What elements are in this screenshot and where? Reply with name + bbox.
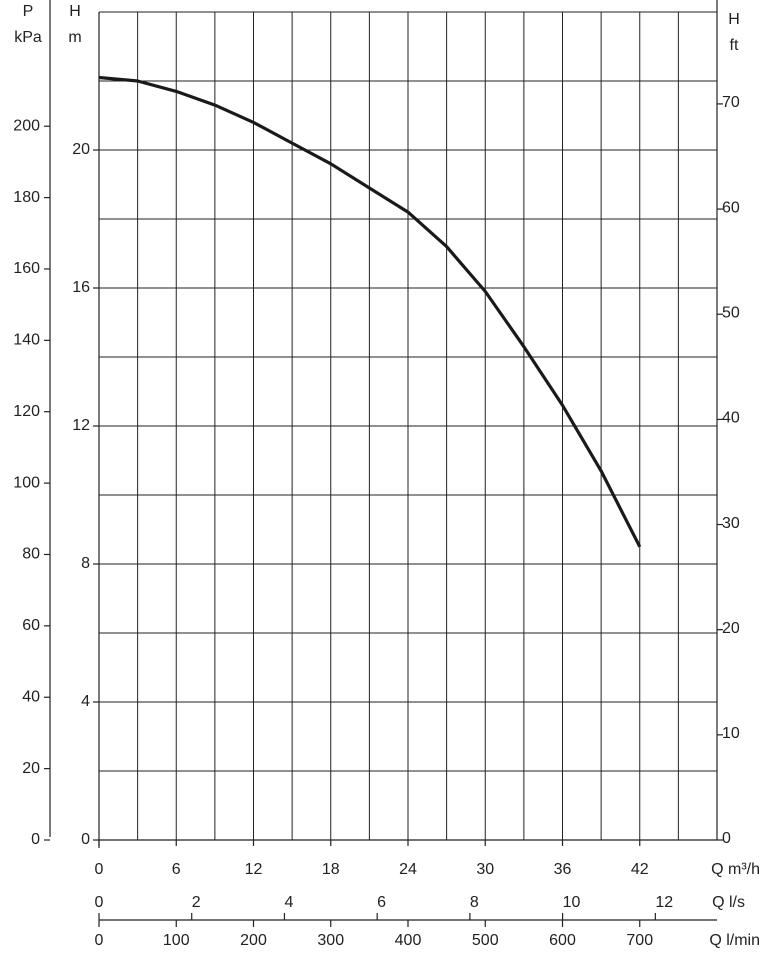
x2-label: Q l/s (712, 894, 745, 911)
y3-tick-label: 80 (22, 546, 40, 563)
x3-tick-label: 300 (317, 932, 344, 949)
y3-tick-label: 40 (22, 688, 40, 705)
y-tick-label: 0 (81, 831, 90, 848)
y3-tick-label: 60 (22, 617, 40, 634)
y2-tick-label: 30 (722, 515, 740, 532)
x-tick-label: 42 (631, 861, 649, 878)
y-tick-label: 20 (72, 141, 90, 158)
y3-tick-label: 140 (13, 332, 40, 349)
y3-label: kPa (14, 29, 42, 46)
y-tick-label: 4 (81, 693, 90, 710)
x-tick-label: 36 (554, 861, 572, 878)
x-tick-label: 30 (476, 861, 494, 878)
x3-tick-label: 200 (240, 932, 267, 949)
x2-tick-label: 10 (563, 894, 581, 911)
x-label: Q m³/h (711, 861, 760, 878)
x-tick-label: 6 (172, 861, 181, 878)
x-tick-label: 18 (322, 861, 340, 878)
x3-tick-label: 400 (395, 932, 422, 949)
x3-label: Q l/min (709, 932, 760, 949)
y3-tick-label: 180 (13, 189, 40, 206)
y-tick-label: 8 (81, 555, 90, 572)
y2-tick-label: 10 (722, 725, 740, 742)
y3-tick-label: 200 (13, 117, 40, 134)
y2-label: ft (730, 37, 739, 54)
y-label: m (68, 29, 81, 46)
y2-tick-label: 60 (722, 199, 740, 216)
y3-tick-label: 0 (31, 831, 40, 848)
x2-tick-label: 0 (95, 894, 104, 911)
y2-tick-label: 50 (722, 304, 740, 321)
x3-tick-label: 100 (163, 932, 190, 949)
y-label: H (69, 3, 81, 20)
y3-tick-label: 100 (13, 474, 40, 491)
y2-tick-label: 70 (722, 94, 740, 111)
x3-tick-label: 600 (549, 932, 576, 949)
x-tick-label: 12 (245, 861, 263, 878)
y3-tick-label: 120 (13, 403, 40, 420)
y-tick-label: 12 (72, 417, 90, 434)
x-tick-label: 24 (399, 861, 417, 878)
y2-tick-label: 20 (722, 620, 740, 637)
x2-tick-label: 2 (192, 894, 201, 911)
x2-tick-label: 4 (284, 894, 293, 911)
x-tick-label: 0 (95, 861, 104, 878)
y2-tick-label: 40 (722, 410, 740, 427)
y2-label: H (728, 11, 740, 28)
y2-tick-label: 0 (722, 830, 731, 847)
x3-tick-label: 500 (472, 932, 499, 949)
x2-tick-label: 6 (377, 894, 386, 911)
x3-tick-label: 700 (626, 932, 653, 949)
y3-tick-label: 160 (13, 260, 40, 277)
x3-tick-label: 0 (95, 932, 104, 949)
y-tick-label: 16 (72, 279, 90, 296)
pump-curve (98, 75, 642, 548)
y3-label: P (23, 3, 34, 20)
y3-tick-label: 20 (22, 760, 40, 777)
x2-tick-label: 12 (655, 894, 673, 911)
x2-tick-label: 8 (470, 894, 479, 911)
